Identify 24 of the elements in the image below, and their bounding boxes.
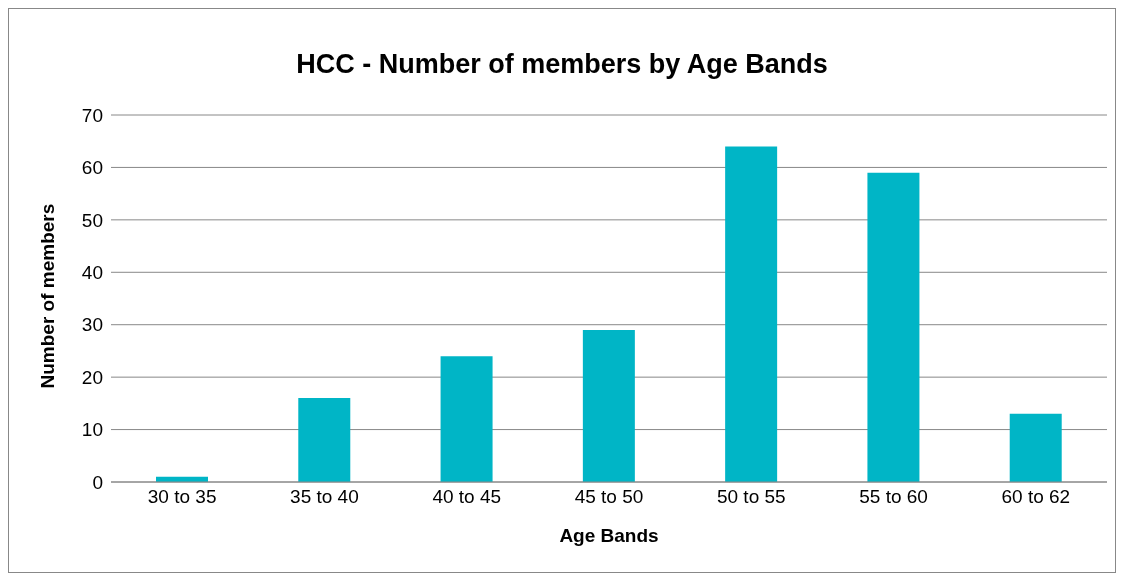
x-axis-title: Age Bands — [559, 525, 659, 546]
bar — [440, 356, 493, 482]
chart-title: HCC - Number of members by Age Bands — [295, 49, 829, 80]
bar — [867, 172, 920, 482]
x-tick-label: 35 to 40 — [290, 486, 359, 508]
x-tick-label: 55 to 60 — [859, 486, 928, 508]
bar — [1009, 413, 1062, 482]
y-tick-label: 0 — [92, 471, 103, 493]
bar — [298, 398, 351, 482]
x-tick-label: 60 to 62 — [1001, 486, 1071, 508]
x-tick-label: 45 to 50 — [574, 486, 644, 508]
y-tick-label: 50 — [81, 209, 103, 231]
y-tick-label: 40 — [81, 262, 103, 284]
x-tick-label: 50 to 55 — [716, 486, 786, 508]
y-axis-title: Number of members — [36, 203, 58, 389]
bar — [725, 146, 778, 482]
x-tick-label: 40 to 45 — [432, 486, 502, 508]
y-tick-label: 60 — [81, 157, 103, 179]
bar — [582, 329, 635, 482]
y-tick-label: 70 — [81, 104, 103, 126]
y-tick-label: 20 — [81, 366, 103, 388]
x-tick-label: 30 to 35 — [147, 486, 217, 508]
y-tick-label: 30 — [81, 314, 103, 336]
y-tick-label: 10 — [81, 419, 103, 441]
